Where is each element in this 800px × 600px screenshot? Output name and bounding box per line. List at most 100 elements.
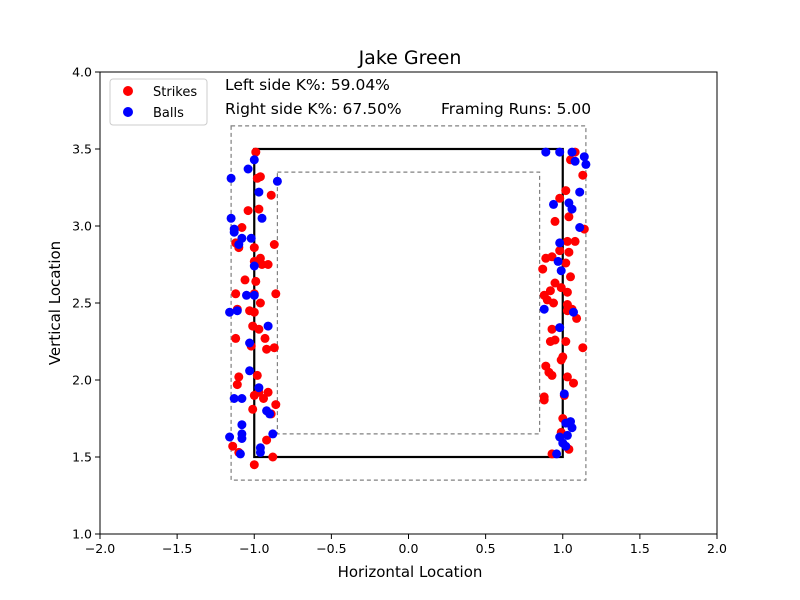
framing-runs-annotation: Framing Runs: 5.00 xyxy=(441,100,591,118)
strike-point xyxy=(249,390,259,400)
x-tick-label: 1.0 xyxy=(553,541,573,556)
points-layer xyxy=(225,147,591,470)
strike-point xyxy=(249,243,259,253)
strike-point xyxy=(262,344,272,354)
strike-point xyxy=(269,240,279,249)
strike-point xyxy=(564,212,574,222)
ball-point xyxy=(254,187,264,197)
ball-point xyxy=(249,155,259,165)
strike-point xyxy=(231,333,241,343)
x-tick-label: −0.5 xyxy=(316,541,346,556)
strike-point xyxy=(268,452,278,462)
ball-point xyxy=(272,176,282,186)
ball-point xyxy=(552,449,562,459)
y-tick-label: 1.0 xyxy=(72,527,92,542)
strike-point xyxy=(555,246,565,256)
strike-point xyxy=(254,324,264,334)
strike-point xyxy=(249,307,259,317)
ball-point xyxy=(255,447,265,457)
ball-point xyxy=(249,290,259,300)
strike-point xyxy=(562,236,572,246)
strike-point xyxy=(538,264,548,274)
strike-point xyxy=(547,370,557,380)
y-tick-label: 3.5 xyxy=(72,142,92,157)
ball-point xyxy=(237,420,247,430)
strike-point xyxy=(260,333,270,343)
ball-point xyxy=(234,240,244,249)
ball-point xyxy=(555,323,565,333)
x-tick-label: 1.5 xyxy=(630,541,650,556)
legend-marker-balls xyxy=(123,107,133,117)
strike-point xyxy=(556,283,566,293)
x-tick-label: −1.5 xyxy=(162,541,192,556)
x-axis-ticks: −2.0 −1.5 −1.0 −0.5 0.0 0.5 1.0 1.5 2.0 xyxy=(85,534,727,556)
strike-point xyxy=(269,343,279,353)
x-axis-label: Horizontal Location xyxy=(338,563,483,581)
ball-point xyxy=(562,430,572,440)
strike-point xyxy=(562,287,572,297)
strike-point xyxy=(271,289,281,299)
strike-point xyxy=(550,278,560,288)
ball-point xyxy=(553,256,563,266)
ball-point xyxy=(567,147,577,157)
strike-point xyxy=(263,387,273,397)
legend-marker-strikes xyxy=(123,86,133,96)
ball-point xyxy=(265,409,275,419)
y-tick-label: 4.0 xyxy=(72,65,92,80)
ball-point xyxy=(575,187,585,197)
strike-point xyxy=(570,236,580,246)
strike-point xyxy=(541,253,551,263)
strike-point xyxy=(232,380,242,390)
ball-point xyxy=(567,204,577,214)
y-tick-label: 1.5 xyxy=(72,450,92,465)
ball-point xyxy=(246,233,256,243)
y-tick-label: 3.0 xyxy=(72,219,92,234)
legend-label-strikes: Strikes xyxy=(153,85,197,100)
strike-point xyxy=(578,170,588,180)
strike-point xyxy=(564,247,574,257)
ball-point xyxy=(575,223,585,232)
ball-point xyxy=(237,434,247,443)
series-strikes xyxy=(228,147,589,470)
zone-layer xyxy=(230,125,587,481)
ball-point xyxy=(232,306,242,316)
strike-point xyxy=(228,441,238,451)
ball-point xyxy=(242,290,251,300)
chart-title: Jake Green xyxy=(358,47,462,69)
strike-point xyxy=(249,460,259,470)
strike-point xyxy=(237,223,247,232)
strike-point xyxy=(545,286,555,296)
ball-point xyxy=(570,156,580,166)
strike-point xyxy=(263,260,273,269)
ball-point xyxy=(263,321,273,331)
y-axis-label: Vertical Location xyxy=(46,241,64,365)
strike-point xyxy=(251,276,261,286)
strike-point xyxy=(255,298,265,308)
x-tick-label: 0.5 xyxy=(476,541,496,556)
strike-point xyxy=(252,370,262,380)
ball-point xyxy=(245,366,255,376)
ball-point xyxy=(541,147,551,157)
inner-zone-rect xyxy=(276,171,541,435)
strike-point xyxy=(255,172,265,182)
x-tick-label: 2.0 xyxy=(707,541,727,556)
strike-point xyxy=(562,372,572,382)
ball-point xyxy=(555,147,565,157)
ball-point xyxy=(229,394,239,403)
ball-point xyxy=(569,307,578,317)
x-tick-label: 0.0 xyxy=(399,541,419,556)
ball-point xyxy=(549,199,558,209)
ball-point xyxy=(225,432,235,442)
strike-zone-rect xyxy=(253,147,564,459)
ball-point xyxy=(539,304,549,314)
ball-point xyxy=(237,394,247,403)
strike-point xyxy=(569,378,578,388)
ball-point xyxy=(226,213,236,223)
legend-box xyxy=(109,78,208,126)
strike-point xyxy=(254,204,264,214)
strike-point xyxy=(561,258,571,268)
ball-point xyxy=(268,429,278,439)
ball-point xyxy=(225,307,235,317)
strike-point xyxy=(234,372,244,382)
